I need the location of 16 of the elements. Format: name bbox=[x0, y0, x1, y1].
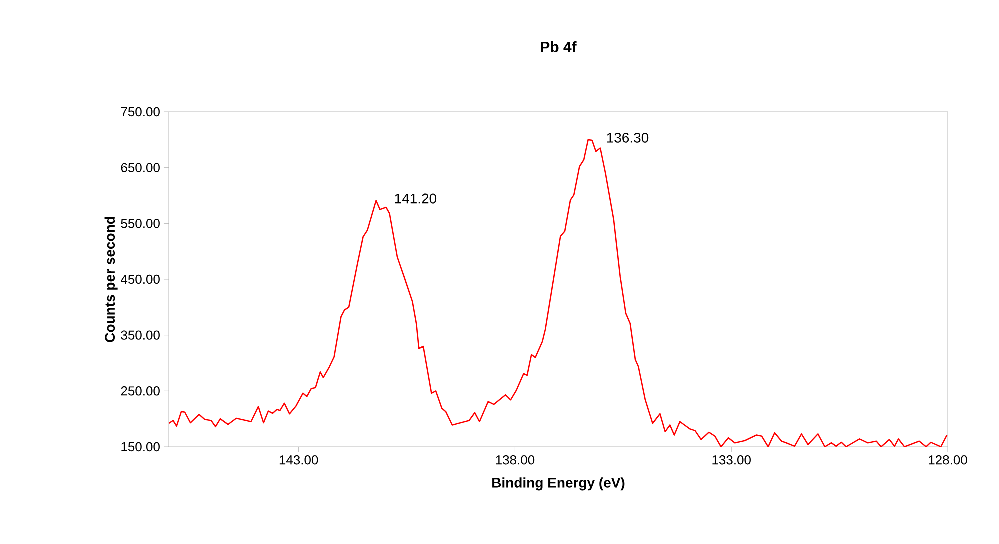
annotation: 141.20 bbox=[395, 194, 437, 204]
y-tick-label: 650.00 bbox=[121, 163, 160, 172]
y-tick-label: 250.00 bbox=[121, 386, 160, 396]
y-tick-label: 350.00 bbox=[121, 330, 160, 340]
y-tick-label: 450.00 bbox=[120, 274, 160, 284]
y-axis-title: Counts per second bbox=[104, 217, 118, 342]
x-tick-label: 138.00 bbox=[496, 456, 535, 465]
x-tick-label: 143.00 bbox=[280, 456, 318, 465]
annotation: 136.30 bbox=[607, 132, 649, 143]
chart-title: Pb 4f bbox=[541, 41, 577, 52]
x-tick-label: 133.00 bbox=[712, 456, 751, 465]
y-tick-label: 550.00 bbox=[121, 219, 160, 228]
y-tick-label: 150.00 bbox=[122, 442, 160, 452]
x-axis-title: Binding Energy (eV) bbox=[492, 478, 625, 491]
y-tick-label: 750.00 bbox=[121, 107, 160, 117]
x-tick-label: 128.00 bbox=[929, 456, 968, 465]
